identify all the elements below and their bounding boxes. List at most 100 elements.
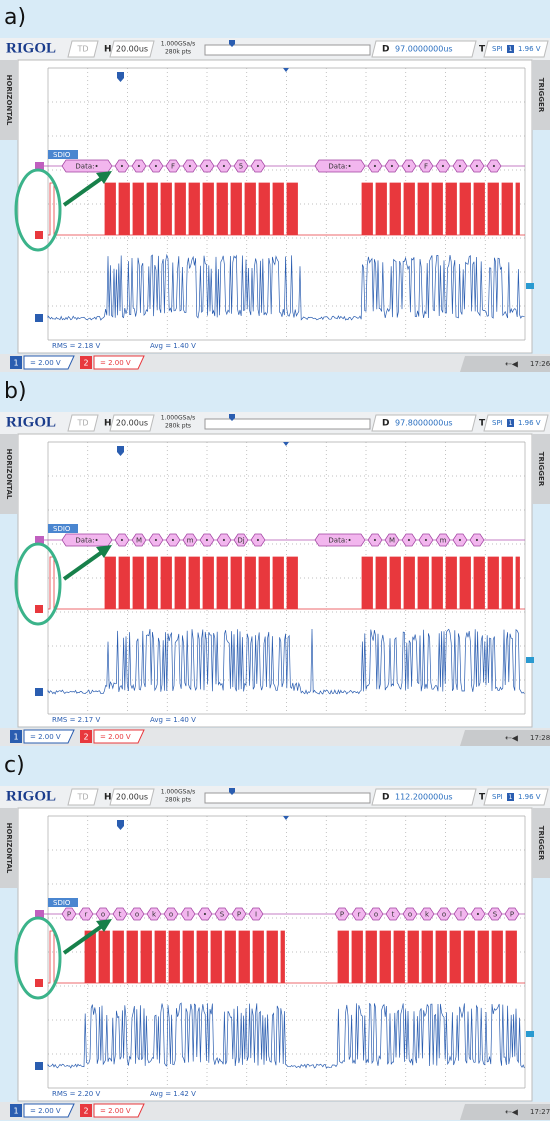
trigger-level: 1.96 V	[518, 45, 541, 53]
packet-text: F	[171, 163, 175, 171]
packet-text: •	[188, 163, 192, 171]
trigger-type: SPI	[492, 45, 503, 53]
trigger-level: 1.96 V	[518, 419, 541, 427]
packet-text: •	[458, 537, 462, 545]
packet-text: M	[136, 537, 142, 545]
timebase: 20.00us	[116, 45, 148, 54]
left-tab-label: HORIZONTAL	[5, 823, 13, 874]
h-label: H	[104, 45, 112, 55]
packet-text: I	[255, 911, 257, 919]
left-tab-label: HORIZONTAL	[5, 75, 13, 126]
packet-text: r	[358, 911, 361, 919]
usb-icon: ⇠◀	[505, 360, 519, 369]
packet-text: P	[237, 911, 241, 919]
packet-text: F	[424, 163, 428, 171]
mode: TD	[76, 45, 88, 54]
packet-text: Data:•	[328, 163, 351, 171]
bus-label: SDIO	[53, 899, 71, 907]
packet-text: l	[460, 911, 462, 919]
timebase: 20.00us	[116, 419, 148, 428]
rms: RMS = 2.18 V	[52, 342, 100, 350]
packet-text: o	[374, 911, 378, 919]
packet-text: •	[475, 163, 479, 171]
packet-text: o	[442, 911, 446, 919]
packet-text: o	[101, 911, 105, 919]
packet-text: Data:•	[328, 537, 351, 545]
mode: TD	[76, 419, 88, 428]
packet-text: l	[187, 911, 189, 919]
packet-text: o	[169, 911, 173, 919]
packet-text: Data:•	[75, 537, 98, 545]
sample-rate: 1.000GSa/s	[161, 41, 195, 48]
packet-text: P	[67, 911, 71, 919]
ch1-right-marker	[526, 283, 534, 289]
right-tab-label: TRIGGER	[537, 452, 545, 487]
overview	[205, 793, 370, 803]
points: 280k pts	[165, 49, 191, 56]
packet-text: •	[222, 537, 226, 545]
packet-text: o	[408, 911, 412, 919]
d-label: D	[382, 793, 389, 803]
trigger-type: SPI	[492, 793, 503, 801]
packet-text: •	[475, 537, 479, 545]
usb-icon: ⇠◀	[505, 734, 519, 743]
packet-text: S	[220, 911, 225, 919]
overview	[205, 45, 370, 55]
packet-text: •	[373, 163, 377, 171]
packet-text: •	[407, 537, 411, 545]
packet-text: 5	[239, 163, 243, 171]
delay: 97.8000000us	[395, 419, 453, 428]
ch1-scale: = 2.00 V	[30, 733, 61, 741]
packet-text: •	[256, 163, 260, 171]
ch1-scale: = 2.00 V	[30, 1107, 61, 1115]
packet-text: •	[203, 911, 207, 919]
packet-text: •	[137, 163, 141, 171]
packet-text: •	[120, 537, 124, 545]
sample-rate: 1.000GSa/s	[161, 415, 195, 422]
packet-text: •	[458, 163, 462, 171]
avg: Avg = 1.42 V	[150, 1090, 196, 1098]
packet-text: M	[389, 537, 395, 545]
trigger-type: SPI	[492, 419, 503, 427]
clock: 17:26	[530, 360, 550, 368]
packet-text: •	[120, 163, 124, 171]
packet-text: S	[493, 911, 498, 919]
usb-icon: ⇠◀	[505, 1108, 519, 1117]
packet-text: m	[440, 537, 447, 545]
avg: Avg = 1.40 V	[150, 342, 196, 350]
ch2: 2	[83, 359, 88, 368]
packet-text: Data:•	[75, 163, 98, 171]
clock: 17:28	[530, 734, 550, 742]
packet-text: •	[441, 163, 445, 171]
packet-text: •	[476, 911, 480, 919]
ch2: 2	[83, 1107, 88, 1116]
right-tab-label: TRIGGER	[537, 826, 545, 861]
trigger-source: 1	[509, 46, 513, 53]
packet-text: •	[492, 163, 496, 171]
ch1-right-marker	[526, 1031, 534, 1037]
ch1: 1	[13, 1107, 18, 1116]
ch2-scale: = 2.00 V	[100, 359, 131, 367]
packet-text: Dj	[237, 537, 244, 545]
h-label: H	[104, 419, 112, 429]
packet-text: •	[205, 537, 209, 545]
bus-label: SDIO	[53, 525, 71, 533]
ch2-marker	[35, 605, 43, 613]
panel-label: c)	[4, 753, 25, 778]
ch2-scale: = 2.00 V	[100, 733, 131, 741]
brand: RIGOL	[6, 40, 56, 56]
ch1-marker	[35, 1062, 43, 1070]
packet-text: •	[222, 163, 226, 171]
avg: Avg = 1.40 V	[150, 716, 196, 724]
packet-text: P	[340, 911, 344, 919]
ch1-marker	[35, 314, 43, 322]
points: 280k pts	[165, 797, 191, 804]
ch1-scale: = 2.00 V	[30, 359, 61, 367]
ch1: 1	[13, 359, 18, 368]
bus-label: SDIO	[53, 151, 71, 159]
packet-text: •	[373, 537, 377, 545]
ch1: 1	[13, 733, 18, 742]
ch2-marker	[35, 231, 43, 239]
rms: RMS = 2.17 V	[52, 716, 100, 724]
packet-text: •	[171, 537, 175, 545]
